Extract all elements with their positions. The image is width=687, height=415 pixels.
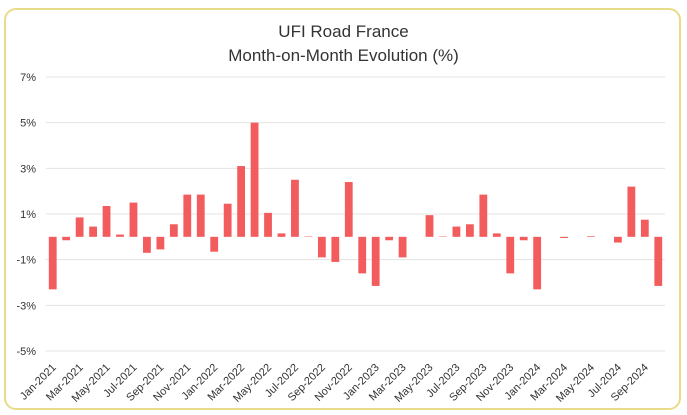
bar xyxy=(116,234,124,237)
bar xyxy=(533,236,542,290)
bar xyxy=(506,236,515,274)
bar xyxy=(479,194,488,237)
bar xyxy=(210,236,219,252)
bar xyxy=(371,236,380,286)
y-tick-label: 5% xyxy=(20,118,36,130)
y-tick-label: 1% xyxy=(20,209,36,221)
bar xyxy=(317,236,326,258)
y-axis: 7% 5% 3% 1% -1% -3% -5% xyxy=(16,72,36,358)
bar xyxy=(627,186,636,237)
gridlines xyxy=(46,76,665,352)
bar xyxy=(62,236,71,241)
y-tick-label: 7% xyxy=(20,72,36,84)
bar xyxy=(519,236,528,241)
bar xyxy=(344,182,353,237)
bar xyxy=(48,236,57,290)
y-tick-label: -1% xyxy=(16,255,36,267)
bar xyxy=(143,236,151,253)
bar xyxy=(640,219,649,237)
bar xyxy=(183,194,192,237)
bar xyxy=(492,233,501,237)
bar xyxy=(465,224,474,237)
y-tick-label: 3% xyxy=(20,163,36,175)
bar xyxy=(196,194,205,237)
bar xyxy=(291,179,299,237)
bar-series xyxy=(48,122,663,290)
bar xyxy=(250,122,259,237)
bar xyxy=(102,206,111,237)
bar xyxy=(237,166,246,237)
y-tick-label: -5% xyxy=(16,346,36,358)
bar xyxy=(587,236,595,237)
bar xyxy=(156,236,165,250)
bar xyxy=(613,236,622,243)
bar xyxy=(331,236,340,262)
bar xyxy=(75,217,84,237)
bar xyxy=(89,226,98,237)
bar xyxy=(398,236,407,258)
bar xyxy=(223,203,232,237)
chart-card xyxy=(4,8,681,410)
y-tick-label: -3% xyxy=(16,300,36,312)
bar xyxy=(277,233,286,237)
chart-title: UFI Road France xyxy=(278,22,409,41)
bar xyxy=(654,236,663,286)
chart-subtitle: Month-on-Month Evolution (%) xyxy=(228,46,459,65)
bar xyxy=(452,226,461,237)
bar xyxy=(385,236,394,241)
bar xyxy=(169,224,178,237)
bar xyxy=(358,236,367,274)
bar xyxy=(264,212,272,237)
bar xyxy=(560,236,568,238)
bar xyxy=(425,215,434,237)
x-axis: Jan-2021Mar-2021May-2021Jul-2021Sep-2021… xyxy=(18,362,651,405)
bar xyxy=(129,202,138,237)
